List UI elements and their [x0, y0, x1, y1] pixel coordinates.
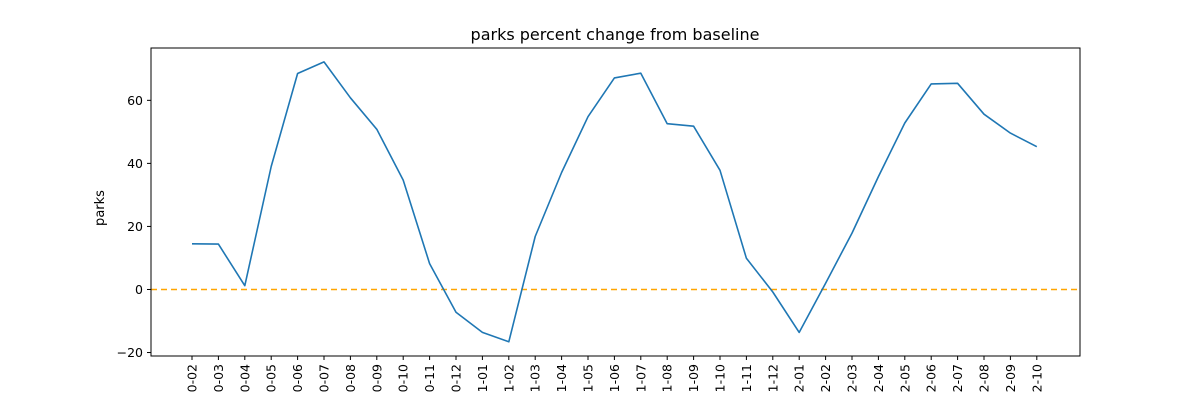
x-tick-label: 0-07 — [317, 364, 332, 392]
y-tick-label: 20 — [127, 219, 143, 234]
x-tick-label: 0-12 — [449, 364, 464, 392]
data-point — [640, 72, 642, 74]
data-point — [772, 291, 774, 293]
data-point — [587, 116, 589, 118]
x-tick-label: 0-08 — [343, 364, 358, 392]
y-tick-label: 60 — [127, 93, 143, 108]
data-point — [719, 169, 721, 171]
x-tick-label: 0-02 — [185, 364, 200, 392]
x-tick-label: 2-06 — [924, 364, 939, 392]
x-tick-label: 2-08 — [977, 364, 992, 392]
x-tick-label: 0-09 — [369, 364, 384, 392]
x-tick-label: 0-04 — [237, 364, 252, 392]
data-point — [323, 61, 325, 63]
data-point — [428, 262, 430, 264]
x-tick-label: 1-07 — [633, 364, 648, 392]
x-tick-label: 0-11 — [422, 364, 437, 392]
x-tick-label: 0-10 — [396, 364, 411, 392]
data-point — [349, 97, 351, 99]
y-axis-label: parks — [93, 190, 108, 226]
data-point — [851, 232, 853, 234]
data-point — [481, 331, 483, 333]
data-point — [270, 165, 272, 167]
x-tick-label: 0-05 — [264, 364, 279, 392]
data-point — [191, 243, 193, 245]
data-point — [508, 341, 510, 343]
data-point — [244, 284, 246, 286]
x-tick-label: 1-10 — [713, 364, 728, 392]
data-point — [904, 122, 906, 124]
data-point — [692, 125, 694, 127]
x-tick-label: 2-05 — [897, 364, 912, 392]
chart-title: parks percent change from baseline — [471, 25, 760, 44]
x-tick-label: 1-11 — [739, 364, 754, 392]
plot-frame — [150, 47, 1081, 357]
x-tick-label: 2-09 — [1003, 364, 1018, 392]
x-tick-label: 1-05 — [581, 364, 596, 392]
data-point — [1036, 145, 1038, 147]
data-point — [956, 82, 958, 84]
data-point — [877, 175, 879, 177]
y-tick-label: −20 — [117, 345, 143, 360]
x-tick-label: 0-06 — [290, 364, 305, 392]
data-point — [376, 128, 378, 130]
data-point — [560, 171, 562, 173]
x-tick-label: 2-04 — [871, 364, 886, 392]
x-tick-label: 1-01 — [475, 364, 490, 392]
data-point — [613, 77, 615, 79]
data-point — [402, 179, 404, 181]
series-line-0 — [191, 61, 1038, 343]
x-tick-label: 1-09 — [686, 364, 701, 392]
data-point — [455, 311, 457, 313]
data-point — [930, 83, 932, 85]
data-point — [745, 257, 747, 259]
x-tick-label: 0-03 — [211, 364, 226, 392]
x-tick-label: 1-03 — [528, 364, 543, 392]
data-point — [798, 331, 800, 333]
data-point — [1009, 132, 1011, 134]
data-point — [666, 122, 668, 124]
data-point — [217, 243, 219, 245]
x-tick-label: 2-01 — [792, 364, 807, 392]
y-tick-label: 40 — [127, 156, 143, 171]
x-tick-label: 1-08 — [660, 364, 675, 392]
data-point — [296, 72, 298, 74]
x-tick-label: 1-06 — [607, 364, 622, 392]
data-point — [824, 282, 826, 284]
plot-area: −20 0 20 40 60 0-02 0-03 0-04 0-05 0-06 0-07 0-08 0-… — [117, 47, 1081, 392]
data-point — [534, 235, 536, 237]
x-tick-label: 1-02 — [501, 364, 516, 392]
x-tick-label: 1-12 — [765, 364, 780, 392]
x-tick-label: 1-04 — [554, 364, 569, 392]
x-tick-label: 2-03 — [845, 364, 860, 392]
y-tick-label: 0 — [135, 282, 143, 297]
x-tick-label: 2-07 — [950, 364, 965, 392]
x-tick-label: 2-10 — [1029, 364, 1044, 392]
x-tick-label: 2-02 — [818, 364, 833, 392]
data-point — [983, 113, 985, 115]
